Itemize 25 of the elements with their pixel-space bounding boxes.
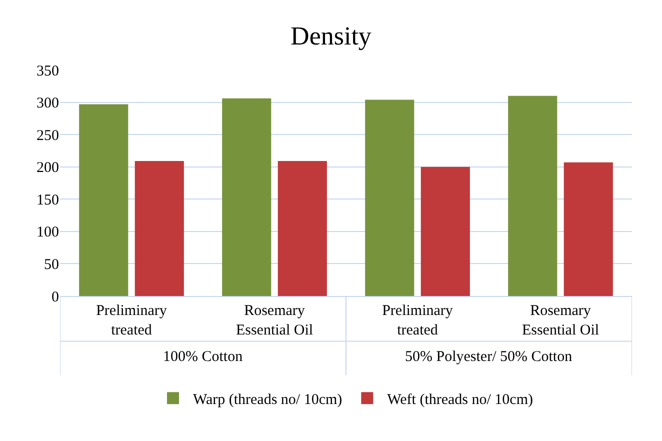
bar [79,104,128,296]
y-tick-label: 250 [36,128,59,144]
x-tick-label: Rosemary Essential Oil [522,303,600,338]
y-tick-label: 300 [36,96,59,112]
text: 50% Polyester/ 50% Cotton [405,349,573,365]
bar [222,98,272,296]
x-tick-label: Preliminary treated [382,303,454,338]
y-tick-label: 150 [36,192,59,208]
bar [508,96,558,296]
bar [278,161,327,296]
y-tick-label: 200 [36,160,59,176]
text: 100% Cotton [163,349,244,365]
bar [564,162,613,296]
y-tick-label: 100 [36,224,59,241]
x-tick-label: Preliminary treated [96,303,168,338]
bar [134,161,184,296]
y-tick-label: 0 [52,289,59,306]
chart-title: Density [290,22,372,51]
y-tick-label: 350 [36,63,59,80]
y-tick-label: 50 [44,256,59,273]
bar [420,166,470,296]
x-tick-label: Rosemary Essential Oil [236,303,314,338]
legend-label: Weft (threads no/ 10cm) [387,392,533,408]
bar [365,100,414,296]
legend-label: Warp (threads no/ 10cm) [193,392,342,408]
